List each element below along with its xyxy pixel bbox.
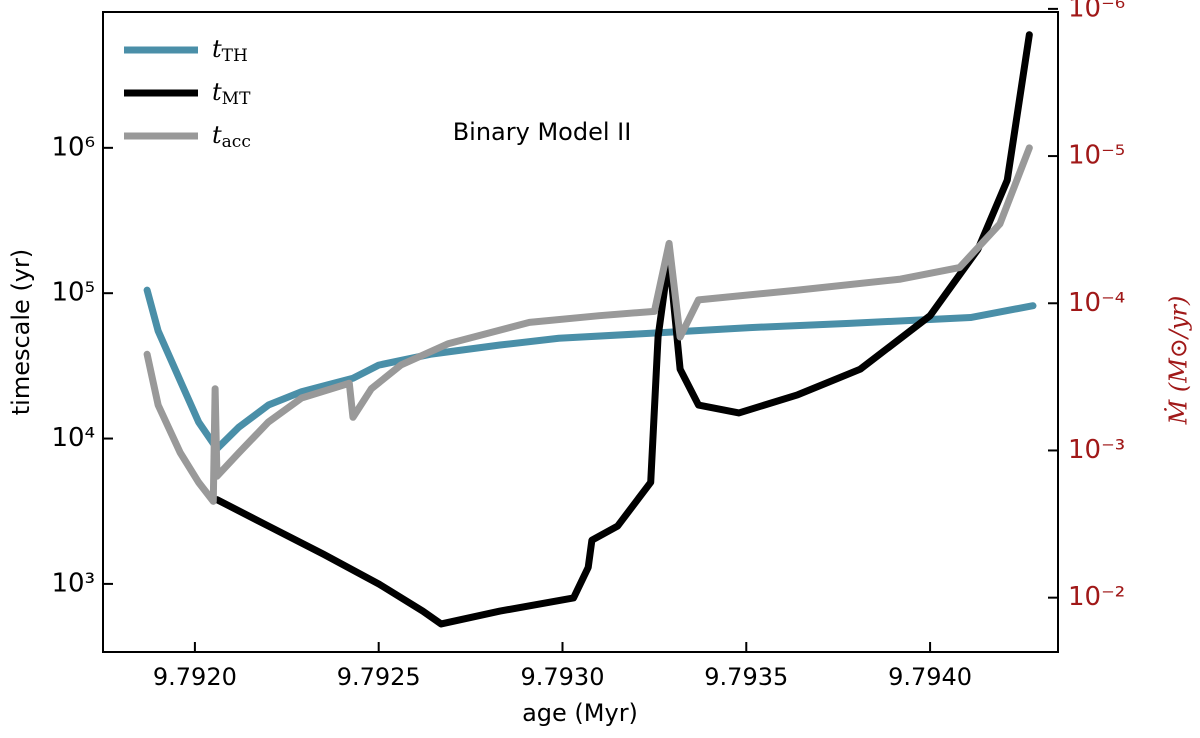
x-tick-label: 9.7930 xyxy=(520,663,604,691)
y-tick-label: 10³ xyxy=(51,568,95,598)
legend-label: tTH xyxy=(212,35,248,66)
plot-frame xyxy=(102,11,1059,653)
y-tick-label: 10⁶ xyxy=(51,132,95,162)
legend-label: tacc xyxy=(212,121,251,152)
annotation: Binary Model II xyxy=(453,118,632,146)
x-tick-label: 9.7940 xyxy=(888,663,972,691)
y-tick-label: 10⁴ xyxy=(51,423,95,453)
legend-label: tMT xyxy=(212,78,251,109)
series-line xyxy=(213,31,1033,628)
y-tick-label: 10⁵ xyxy=(51,278,95,308)
x-tick-label: 9.7925 xyxy=(337,663,421,691)
y2-tick-label: 10⁻⁶ xyxy=(1068,0,1125,23)
y2-tick-label: 10⁻⁴ xyxy=(1068,288,1125,318)
series-line xyxy=(143,286,1037,453)
x-tick-label: 9.7935 xyxy=(704,663,788,691)
y2-tick-label: 10⁻² xyxy=(1068,582,1125,612)
y-axis-label: timescale (yr) xyxy=(7,249,35,416)
y2-tick-label: 10⁻³ xyxy=(1068,435,1125,465)
y2-tick-label: 10⁻⁵ xyxy=(1068,141,1125,171)
x-tick-label: 9.7920 xyxy=(153,663,237,691)
series-line xyxy=(143,144,1033,505)
x-axis-label: age (Myr) xyxy=(522,699,638,727)
y2-axis-label: Ṁ (M⊙/yr) xyxy=(1164,296,1193,426)
